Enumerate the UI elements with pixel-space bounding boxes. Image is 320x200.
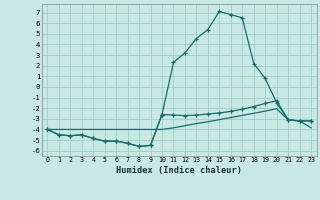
X-axis label: Humidex (Indice chaleur): Humidex (Indice chaleur) bbox=[116, 166, 242, 175]
